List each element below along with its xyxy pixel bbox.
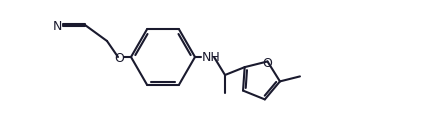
Text: N: N xyxy=(52,19,62,32)
Text: NH: NH xyxy=(202,51,221,64)
Text: O: O xyxy=(263,57,272,70)
Text: O: O xyxy=(114,51,124,64)
